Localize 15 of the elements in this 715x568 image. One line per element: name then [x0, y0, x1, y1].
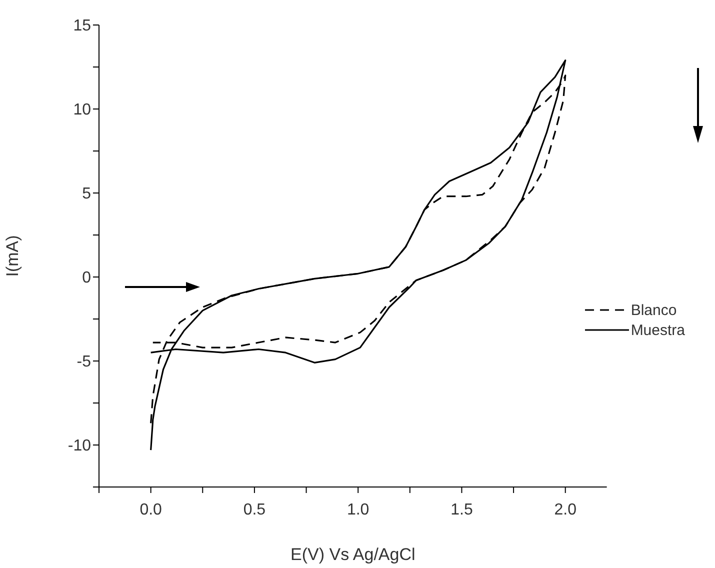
y-tick-label: 0	[82, 270, 92, 287]
x-tick-label: 1.5	[450, 501, 473, 518]
x-tick-label: 0.5	[243, 501, 266, 518]
x-tick-label: 0.0	[140, 501, 162, 518]
x-tick-label: 2.0	[554, 501, 577, 518]
y-tick-label: 15	[73, 18, 92, 35]
x-tick-label: 1.0	[346, 501, 370, 518]
y-tick-label: 10	[73, 102, 92, 119]
legend-label: Muestra	[630, 322, 685, 338]
legend-label: Blanco	[630, 302, 677, 318]
y-axis-title: I(mA)	[3, 235, 22, 277]
y-tick-label: -10	[68, 438, 92, 455]
y-tick-label: -5	[76, 354, 92, 371]
x-axis-title: E(V) Vs Ag/AgCl	[290, 545, 416, 564]
y-tick-label: 5	[82, 186, 92, 203]
